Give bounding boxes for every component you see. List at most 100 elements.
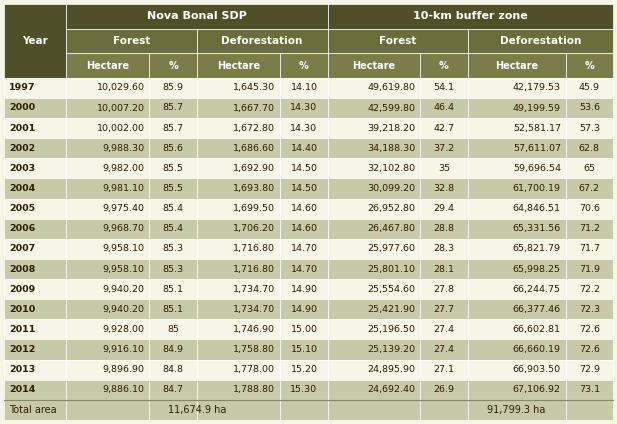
- Text: 72.9: 72.9: [579, 365, 600, 374]
- Bar: [149, 198, 197, 219]
- Bar: [566, 78, 613, 98]
- Text: 14.70: 14.70: [291, 244, 318, 254]
- Bar: [197, 198, 280, 219]
- Text: Deforestation: Deforestation: [222, 36, 303, 46]
- Text: 14.10: 14.10: [291, 84, 318, 92]
- Text: 85.5: 85.5: [162, 184, 184, 193]
- Bar: [566, 53, 613, 78]
- Text: 65: 65: [583, 164, 595, 173]
- Text: 62.8: 62.8: [579, 144, 600, 153]
- Text: 1,645.30: 1,645.30: [233, 84, 275, 92]
- Text: 1,788.80: 1,788.80: [233, 385, 275, 394]
- Bar: [149, 179, 197, 198]
- Text: 91,799.3 ha: 91,799.3 ha: [487, 405, 546, 415]
- Bar: [468, 400, 566, 420]
- Text: 9,916.10: 9,916.10: [102, 345, 144, 354]
- Text: 34,188.30: 34,188.30: [367, 144, 415, 153]
- Bar: [328, 179, 420, 198]
- Text: 26.9: 26.9: [433, 385, 455, 394]
- Bar: [468, 198, 566, 219]
- Bar: [280, 299, 328, 319]
- Bar: [4, 219, 66, 239]
- Text: 84.7: 84.7: [162, 385, 184, 394]
- Text: 14.50: 14.50: [291, 164, 318, 173]
- Text: 9,982.00: 9,982.00: [102, 164, 144, 173]
- Bar: [328, 259, 420, 279]
- Bar: [149, 279, 197, 299]
- Bar: [328, 400, 420, 420]
- Text: 54.1: 54.1: [433, 84, 455, 92]
- Bar: [4, 380, 66, 400]
- Bar: [468, 340, 566, 360]
- Bar: [4, 179, 66, 198]
- Bar: [328, 118, 420, 138]
- Bar: [328, 239, 420, 259]
- Text: 84.8: 84.8: [162, 365, 184, 374]
- Bar: [420, 299, 468, 319]
- Text: Nova Bonal SDP: Nova Bonal SDP: [147, 11, 247, 21]
- Text: 66,377.46: 66,377.46: [513, 305, 561, 314]
- Bar: [328, 138, 420, 158]
- Bar: [280, 138, 328, 158]
- Text: 59,696.54: 59,696.54: [513, 164, 561, 173]
- Text: 1,758.80: 1,758.80: [233, 345, 275, 354]
- Bar: [66, 78, 149, 98]
- Text: 2011: 2011: [9, 325, 35, 334]
- Bar: [197, 360, 280, 380]
- Text: 27.4: 27.4: [433, 325, 455, 334]
- Text: 9,940.20: 9,940.20: [102, 305, 144, 314]
- Bar: [280, 319, 328, 340]
- Text: 1997: 1997: [9, 84, 35, 92]
- Text: 9,958.10: 9,958.10: [102, 244, 144, 254]
- Bar: [420, 158, 468, 179]
- Text: 2000: 2000: [9, 103, 35, 112]
- Text: 25,139.20: 25,139.20: [367, 345, 415, 354]
- Text: 27.4: 27.4: [433, 345, 455, 354]
- Bar: [197, 319, 280, 340]
- Bar: [280, 158, 328, 179]
- Text: 65,331.56: 65,331.56: [513, 224, 561, 233]
- Bar: [468, 319, 566, 340]
- Text: Year: Year: [22, 36, 48, 46]
- Text: 25,977.60: 25,977.60: [367, 244, 415, 254]
- Bar: [566, 380, 613, 400]
- Bar: [420, 340, 468, 360]
- Bar: [149, 138, 197, 158]
- Text: 25,421.90: 25,421.90: [367, 305, 415, 314]
- Text: 1,716.80: 1,716.80: [233, 244, 275, 254]
- Bar: [197, 239, 280, 259]
- Text: 32.8: 32.8: [433, 184, 455, 193]
- Text: 14.40: 14.40: [291, 144, 318, 153]
- Bar: [328, 380, 420, 400]
- Text: 2001: 2001: [9, 124, 35, 133]
- Bar: [566, 198, 613, 219]
- Bar: [328, 219, 420, 239]
- Bar: [66, 179, 149, 198]
- Text: 71.7: 71.7: [579, 244, 600, 254]
- Bar: [328, 319, 420, 340]
- Bar: [420, 78, 468, 98]
- Text: 26,467.80: 26,467.80: [367, 224, 415, 233]
- Bar: [4, 118, 66, 138]
- Bar: [468, 28, 613, 53]
- Bar: [197, 279, 280, 299]
- Text: 64,846.51: 64,846.51: [513, 204, 561, 213]
- Text: 1,699.50: 1,699.50: [233, 204, 275, 213]
- Text: Total area: Total area: [9, 405, 57, 415]
- Text: 9,981.10: 9,981.10: [102, 184, 144, 193]
- Text: 1,692.90: 1,692.90: [233, 164, 275, 173]
- Bar: [566, 299, 613, 319]
- Bar: [4, 198, 66, 219]
- Bar: [4, 360, 66, 380]
- Bar: [328, 28, 468, 53]
- Bar: [328, 198, 420, 219]
- Text: 67.2: 67.2: [579, 184, 600, 193]
- Bar: [280, 118, 328, 138]
- Bar: [280, 400, 328, 420]
- Bar: [566, 98, 613, 118]
- Text: 53.6: 53.6: [579, 103, 600, 112]
- Bar: [420, 380, 468, 400]
- Bar: [328, 360, 420, 380]
- Bar: [149, 98, 197, 118]
- Bar: [149, 259, 197, 279]
